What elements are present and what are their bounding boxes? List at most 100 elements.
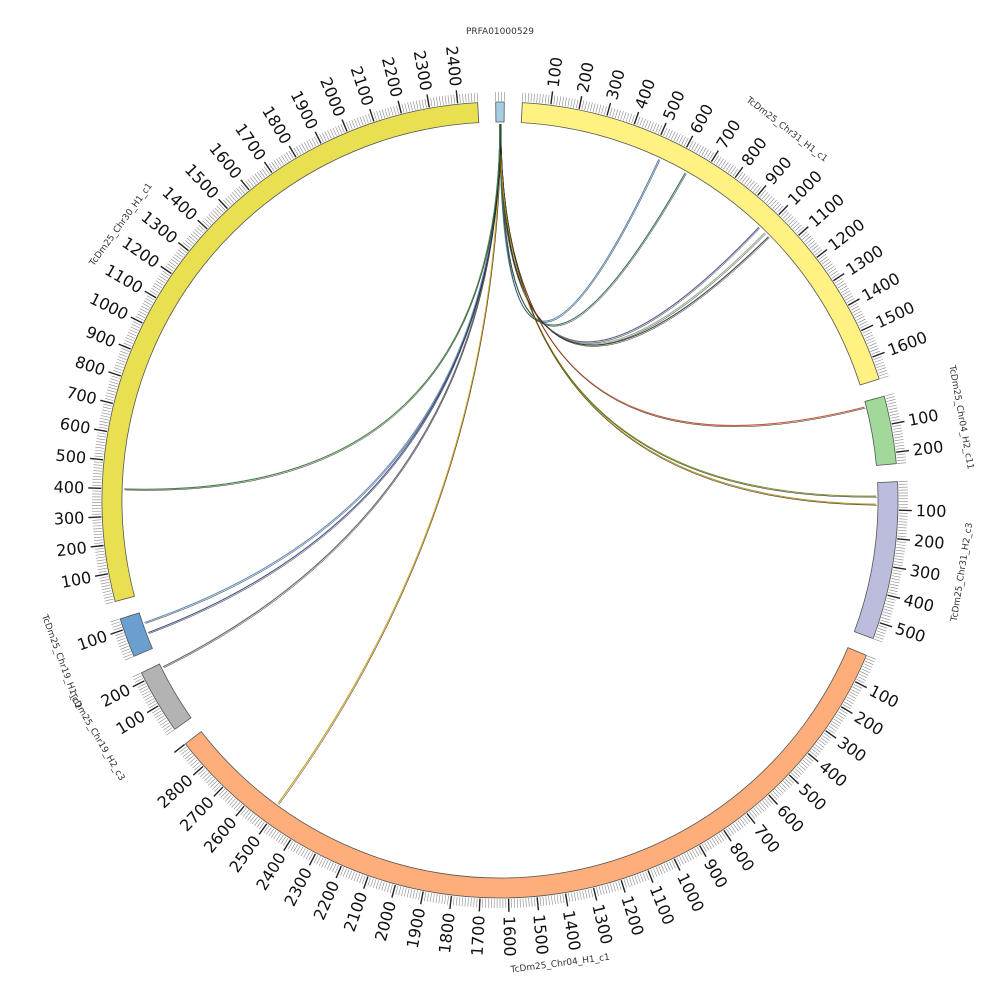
tick-label: 2000 — [316, 75, 349, 120]
minor-tick — [763, 194, 771, 202]
minor-tick — [214, 784, 222, 792]
minor-tick — [584, 889, 588, 899]
minor-tick — [642, 118, 646, 128]
tick-label: 2200 — [310, 878, 344, 923]
minor-tick — [373, 879, 377, 888]
minor-tick — [387, 107, 391, 117]
minor-tick — [101, 584, 111, 588]
minor-tick — [878, 370, 887, 374]
minor-tick — [759, 802, 767, 810]
minor-tick — [254, 818, 261, 827]
minor-tick — [350, 871, 355, 881]
minor-tick — [892, 572, 902, 575]
major-tick — [235, 805, 245, 817]
major-tick — [160, 265, 172, 275]
minor-tick — [375, 880, 380, 889]
minor-tick — [776, 205, 784, 213]
minor-tick — [570, 98, 573, 108]
minor-tick — [96, 556, 106, 559]
minor-tick — [617, 110, 621, 119]
minor-tick — [721, 831, 727, 840]
minor-tick — [122, 651, 131, 656]
minor-tick — [96, 559, 106, 562]
major-tick — [673, 858, 681, 871]
minor-tick — [842, 290, 851, 296]
minor-tick — [836, 280, 845, 286]
minor-tick — [853, 310, 862, 316]
minor-tick — [198, 224, 206, 232]
minor-tick — [788, 218, 796, 225]
minor-tick — [240, 807, 247, 816]
minor-tick — [809, 750, 818, 758]
minor-tick — [184, 240, 193, 247]
minor-tick — [424, 892, 427, 901]
minor-tick — [138, 685, 148, 691]
minor-tick — [601, 105, 605, 115]
minor-tick — [109, 381, 119, 385]
tick-label: 400 — [631, 76, 659, 111]
minor-tick — [133, 675, 142, 681]
minor-tick — [725, 828, 732, 837]
minor-tick — [384, 882, 388, 892]
minor-tick — [813, 247, 821, 254]
minor-tick — [378, 880, 382, 890]
major-tick — [757, 184, 767, 196]
minor-tick — [231, 800, 238, 808]
minor-tick — [288, 840, 294, 849]
minor-tick — [172, 256, 180, 263]
minor-tick — [693, 143, 699, 152]
tick-label: 1200 — [825, 215, 869, 255]
minor-tick — [637, 874, 641, 884]
minor-tick — [542, 896, 545, 906]
minor-tick — [897, 535, 907, 538]
minor-tick — [527, 92, 530, 103]
minor-tick — [856, 316, 865, 321]
minor-tick — [146, 295, 155, 301]
major-tick — [455, 90, 459, 104]
minor-tick — [348, 120, 353, 130]
major-tick — [746, 812, 756, 825]
tick-label: 100 — [544, 56, 567, 89]
minor-tick — [318, 857, 324, 866]
minor-tick — [438, 894, 441, 904]
minor-tick — [424, 98, 427, 108]
major-tick — [825, 730, 837, 739]
minor-tick — [612, 882, 616, 892]
minor-tick — [890, 580, 900, 584]
minor-tick — [154, 282, 163, 289]
minor-tick — [113, 627, 122, 631]
minor-tick — [895, 555, 905, 558]
major-tick — [192, 765, 204, 776]
minor-tick — [539, 93, 541, 103]
minor-tick — [415, 890, 418, 900]
minor-tick — [755, 186, 762, 194]
minor-tick — [132, 321, 142, 326]
minor-tick — [113, 367, 123, 371]
minor-tick — [741, 175, 748, 183]
minor-tick — [240, 184, 247, 192]
minor-tick — [447, 895, 449, 905]
minor-tick — [781, 782, 788, 790]
minor-tick — [97, 565, 107, 568]
minor-tick — [111, 375, 121, 379]
minor-tick — [568, 893, 571, 903]
major-tick — [308, 853, 317, 866]
minor-tick — [598, 104, 602, 114]
tick-label: 1100 — [805, 190, 848, 231]
major-tick — [314, 131, 322, 144]
minor-tick — [888, 589, 898, 592]
minor-tick — [115, 632, 124, 636]
tick-label: 1900 — [403, 906, 429, 950]
minor-tick — [242, 809, 249, 817]
minor-tick — [885, 600, 895, 604]
minor-tick — [433, 97, 436, 107]
minor-tick — [332, 863, 337, 873]
tick-label: 1600 — [885, 327, 930, 359]
minor-tick — [252, 175, 259, 183]
minor-tick — [123, 653, 133, 658]
minor-tick — [708, 152, 714, 161]
minor-tick — [407, 102, 410, 112]
minor-tick — [863, 331, 873, 337]
minor-tick — [117, 356, 127, 360]
minor-tick — [398, 886, 402, 896]
